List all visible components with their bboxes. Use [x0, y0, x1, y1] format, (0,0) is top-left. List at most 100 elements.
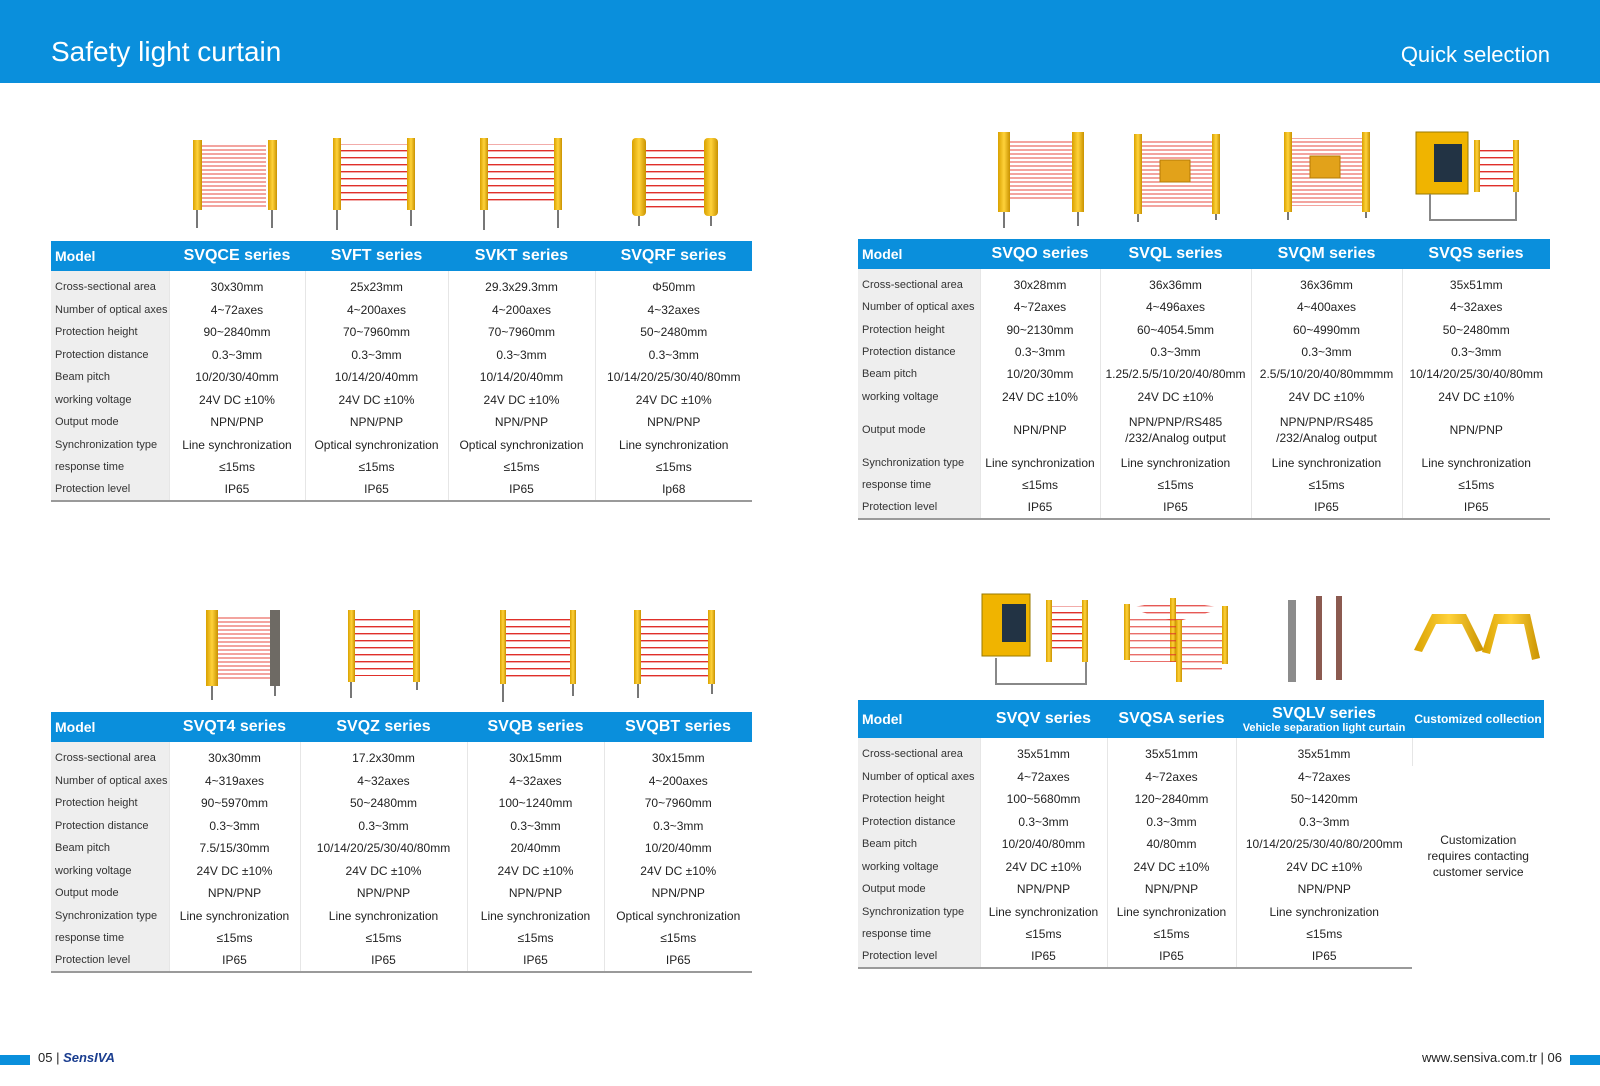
- table-row: Output mode NPN/PNP NPN/PNP NPN/PNP: [858, 878, 1544, 901]
- table-row: Protection distance 0.3~3mm 0.3~3mm 0.3~3mm…: [51, 814, 752, 837]
- spec-cell: 0.3~3mm: [169, 343, 306, 366]
- spec-cell: ≤15ms: [1458, 478, 1495, 493]
- spec-cell: 20/40mm: [467, 837, 605, 860]
- spec-cell: 4~72axes: [169, 298, 306, 321]
- table-row: Synchronization type Line synchronization…: [858, 451, 1550, 475]
- custom-header: Customized collection: [1412, 700, 1544, 738]
- spec-cell: Line synchronization: [1251, 451, 1403, 475]
- series-header: SVQM series: [1251, 239, 1402, 269]
- spec-table-bottom-left: Model SVQT4 series SVQZ series SVQB seri…: [51, 712, 752, 973]
- series-header: SVQCE series: [169, 241, 305, 271]
- table-row: Synchronization type Line synchronization…: [51, 433, 752, 456]
- spec-cell: 30x30mm: [169, 276, 306, 299]
- spec-cell: 60~4054.5mm: [1100, 318, 1252, 341]
- row-label: Protection level: [51, 478, 170, 502]
- product-svqm-image: [1284, 132, 1370, 220]
- spacer-cell: [305, 271, 449, 276]
- section-title: Quick selection: [1400, 42, 1550, 67]
- footer-left: 05 | SensIVA: [38, 1050, 115, 1065]
- row-label: Protection height: [51, 321, 170, 344]
- table-row: Cross-sectional area 30x30mm 25x23mm 29.3x2…: [51, 276, 752, 299]
- row-label: Beam pitch: [858, 833, 981, 856]
- spacer-cell: [169, 742, 301, 747]
- header-bar: Safety light curtain Quick selection: [0, 0, 1600, 83]
- spec-cell: ≤15ms: [169, 456, 306, 479]
- spec-cell: Φ50mm: [652, 280, 696, 295]
- spec-cell: IP65: [980, 945, 1108, 969]
- spec-cell: 4~200axes: [648, 773, 708, 788]
- spec-cell: 90~5970mm: [169, 792, 301, 815]
- spec-cell: ≤15ms: [1100, 474, 1252, 497]
- spec-cell: 35x51mm: [1236, 743, 1413, 766]
- spec-cell: Line synchronization: [169, 904, 301, 927]
- series-header: SVQS series: [1402, 239, 1550, 269]
- series-header: SVQB series: [467, 712, 604, 742]
- spec-cell: NPN/PNP: [980, 407, 1101, 452]
- table-row: Protection height 90~2840mm 70~7960mm 70~79…: [51, 321, 752, 344]
- spec-cell: 70~7960mm: [644, 796, 712, 811]
- spec-cell: 0.3~3mm: [1299, 814, 1350, 829]
- series-header: SVQO series: [980, 239, 1100, 269]
- row-label: Protection height: [858, 318, 981, 341]
- spec-cell: IP65: [604, 949, 752, 973]
- spec-cell: 0.3~3mm: [1100, 340, 1252, 364]
- spec-cell: 24V DC ±10%: [467, 859, 605, 882]
- series-subtitle: Vehicle separation light curtain: [1242, 721, 1406, 734]
- spec-cell: 30x15mm: [467, 747, 605, 770]
- table-row: Number of optical axes 4~319axes 4~32axes 4…: [51, 769, 752, 792]
- table-row: Cross-sectional area 30x28mm 36x36mm 36x36m…: [858, 274, 1550, 297]
- row-label: response time: [858, 923, 981, 946]
- spec-cell: NPN/PNP: [651, 886, 705, 901]
- spec-cell: 4~200axes: [448, 298, 596, 321]
- spec-cell: ≤15ms: [980, 923, 1108, 946]
- table-row: working voltage 24V DC ±10% 24V DC ±10% 24V…: [51, 859, 752, 882]
- row-label: response time: [858, 474, 981, 497]
- spec-cell: 90~2840mm: [169, 321, 306, 344]
- page-number-right: 06: [1547, 1050, 1562, 1065]
- spec-cell: IP65: [305, 478, 449, 502]
- spec-cell: 4~32axes: [647, 302, 700, 317]
- spec-cell: NPN/PNP/RS485 /232/Analog output: [1251, 407, 1403, 452]
- page-title: Safety light curtain: [51, 36, 282, 67]
- spec-cell: IP65: [1236, 945, 1412, 969]
- spec-cell: IP65: [1107, 945, 1237, 969]
- spec-cell: 24V DC ±10%: [1100, 385, 1252, 408]
- spec-cell: 24V DC ±10%: [980, 385, 1101, 408]
- spec-cell: Line synchronization: [1421, 455, 1531, 470]
- row-label: Synchronization type: [51, 904, 170, 927]
- spacer-cell: [1412, 738, 1544, 743]
- spacer-cell: [51, 742, 170, 747]
- spec-cell: Optical synchronization: [305, 433, 449, 456]
- row-label: Synchronization type: [858, 900, 981, 923]
- spec-cell: 25x23mm: [305, 276, 449, 299]
- row-label: working voltage: [858, 855, 981, 878]
- spec-cell: 90~2130mm: [980, 318, 1101, 341]
- table-row: Beam pitch 10/20/40/80mm 40/80mm 10/14/20/2…: [858, 833, 1544, 856]
- spec-cell: 7.5/15/30mm: [169, 837, 301, 860]
- spec-cell: Line synchronization: [467, 904, 605, 927]
- spec-cell: 29.3x29.3mm: [448, 276, 596, 299]
- spacer-cell: [1100, 269, 1252, 274]
- spec-cell: 24V DC ±10%: [1286, 859, 1363, 874]
- table-row: response time ≤15ms ≤15ms ≤15ms ≤15ms: [51, 456, 752, 479]
- spec-cell: 100~5680mm: [980, 788, 1108, 811]
- spec-cell: NPN/PNP: [980, 878, 1108, 901]
- spec-cell: NPN/PNP: [305, 411, 449, 434]
- spec-cell: 0.3~3mm: [648, 347, 699, 362]
- spec-cell: 4~400axes: [1251, 296, 1403, 319]
- spec-cell: 10/20/40mm: [644, 841, 712, 856]
- series-header: SVQLV series Vehicle separation light cu…: [1236, 700, 1412, 738]
- spec-cell: 4~32axes: [1450, 300, 1503, 315]
- row-label: Synchronization type: [51, 433, 170, 456]
- spec-cell: Line synchronization: [1269, 904, 1379, 919]
- spec-cell: NPN/PNP: [169, 411, 306, 434]
- spec-cell: 100~1240mm: [467, 792, 605, 815]
- spec-cell: Optical synchronization: [448, 433, 596, 456]
- spec-cell: 0.3~3mm: [1451, 345, 1502, 360]
- series-header: SVQL series: [1100, 239, 1251, 269]
- spec-cell: 0.3~3mm: [1107, 810, 1237, 833]
- website-url[interactable]: www.sensiva.com.tr: [1422, 1050, 1537, 1065]
- table-row: Cross-sectional area 35x51mm 35x51mm 35x51m…: [858, 743, 1544, 879]
- table-row: working voltage 24V DC ±10% 24V DC ±10% 24V…: [51, 388, 752, 411]
- row-label: Protection distance: [858, 340, 981, 364]
